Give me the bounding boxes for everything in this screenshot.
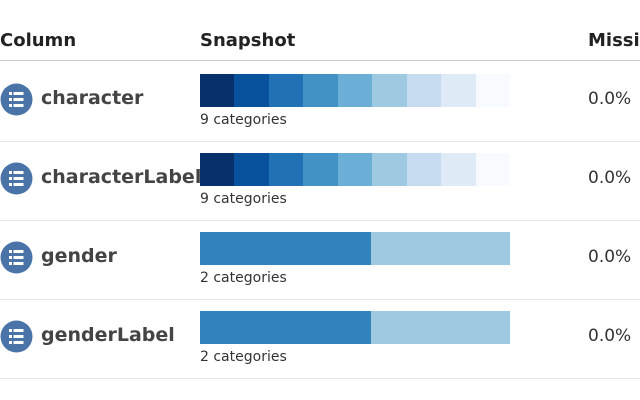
snapshot-bar bbox=[200, 74, 510, 107]
category-segment bbox=[371, 232, 510, 265]
column-header[interactable]: Column bbox=[0, 30, 77, 51]
category-segment bbox=[303, 74, 338, 107]
list-icon bbox=[0, 320, 33, 353]
list-icon bbox=[0, 241, 33, 274]
column-name[interactable]: genderLabel bbox=[41, 324, 175, 346]
category-count: 9 categories bbox=[200, 191, 287, 207]
category-count: 2 categories bbox=[200, 349, 287, 365]
header-divider bbox=[0, 60, 640, 61]
category-segment bbox=[234, 74, 269, 107]
snapshot-bar bbox=[200, 311, 510, 344]
category-segment bbox=[475, 74, 510, 107]
category-segment bbox=[234, 153, 269, 186]
category-segment bbox=[406, 153, 442, 186]
table-row: gender 2 categories 0.0% bbox=[0, 220, 640, 300]
missing-value: 0.0% bbox=[588, 168, 632, 188]
category-segment bbox=[441, 153, 476, 186]
snapshot-bar bbox=[200, 232, 510, 265]
category-segment bbox=[371, 311, 510, 344]
missing-value: 0.0% bbox=[588, 89, 632, 109]
snapshot-bar bbox=[200, 153, 510, 186]
missing-header[interactable]: Missing bbox=[588, 30, 640, 51]
list-icon bbox=[0, 162, 33, 195]
snapshot-header[interactable]: Snapshot bbox=[200, 30, 296, 51]
table-row: genderLabel 2 categories 0.0% bbox=[0, 299, 640, 379]
category-segment bbox=[268, 153, 304, 186]
missing-value: 0.0% bbox=[588, 326, 632, 346]
column-name[interactable]: character bbox=[41, 87, 144, 109]
category-segment bbox=[475, 153, 510, 186]
missing-value: 0.0% bbox=[588, 247, 632, 267]
column-name[interactable]: characterLabel bbox=[41, 166, 202, 188]
category-segment bbox=[268, 74, 304, 107]
category-segment bbox=[200, 311, 372, 344]
table-row: character 9 categories 0.0% bbox=[0, 62, 640, 142]
category-segment bbox=[337, 74, 373, 107]
category-segment bbox=[372, 153, 407, 186]
category-segment bbox=[200, 74, 235, 107]
category-count: 9 categories bbox=[200, 112, 287, 128]
column-name[interactable]: gender bbox=[41, 245, 117, 267]
category-segment bbox=[337, 153, 373, 186]
category-segment bbox=[406, 74, 442, 107]
column-type-icon bbox=[0, 320, 33, 357]
category-segment bbox=[200, 153, 235, 186]
category-segment bbox=[200, 232, 372, 265]
category-count: 2 categories bbox=[200, 270, 287, 286]
category-segment bbox=[303, 153, 338, 186]
category-segment bbox=[372, 74, 407, 107]
table-row: characterLabel 9 categories 0.0% bbox=[0, 141, 640, 221]
column-type-icon bbox=[0, 83, 33, 120]
column-type-icon bbox=[0, 241, 33, 278]
category-segment bbox=[441, 74, 476, 107]
list-icon bbox=[0, 83, 33, 116]
column-type-icon bbox=[0, 162, 33, 199]
